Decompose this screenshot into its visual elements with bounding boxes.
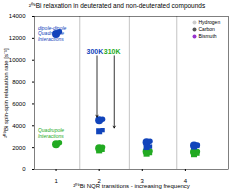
svg-text:²⁰⁹Bi NQR transitions - increa: ²⁰⁹Bi NQR transitions - increasing frequ…: [73, 182, 190, 189]
svg-text:Bismuth: Bismuth: [199, 33, 217, 39]
svg-text:Carbon: Carbon: [199, 26, 216, 32]
svg-text:1: 1: [54, 178, 58, 184]
svg-text:Hydrogen: Hydrogen: [199, 19, 221, 25]
svg-text:2000: 2000: [12, 145, 26, 151]
svg-text:3: 3: [140, 177, 144, 184]
svg-text:0: 0: [22, 166, 26, 172]
svg-text:8000: 8000: [12, 79, 26, 85]
svg-text:14000: 14000: [9, 13, 26, 19]
svg-text:12000: 12000: [9, 35, 26, 41]
svg-text:4: 4: [183, 177, 188, 184]
svg-text:310K: 310K: [104, 48, 121, 55]
svg-text:300K: 300K: [86, 48, 103, 55]
html-text:²⁰⁹Bi relaxation in deuterated: ²⁰⁹Bi relaxation in deuterated and non-d…: [28, 2, 206, 9]
svg-text:6000: 6000: [12, 101, 26, 107]
svg-text:2: 2: [97, 177, 101, 184]
svg-text:QuadrupoleInteractions: QuadrupoleInteractions: [38, 127, 64, 139]
svg-text:²⁰⁹Bi spin-spin relaxation rat: ²⁰⁹Bi spin-spin relaxation rate [s⁻¹]: [2, 48, 9, 138]
svg-text:4000: 4000: [12, 123, 26, 129]
svg-text:dipole-dipoleQuadrupoleInterac: dipole-dipoleQuadrupoleInteractions: [38, 25, 67, 43]
svg-text:10000: 10000: [9, 57, 26, 63]
